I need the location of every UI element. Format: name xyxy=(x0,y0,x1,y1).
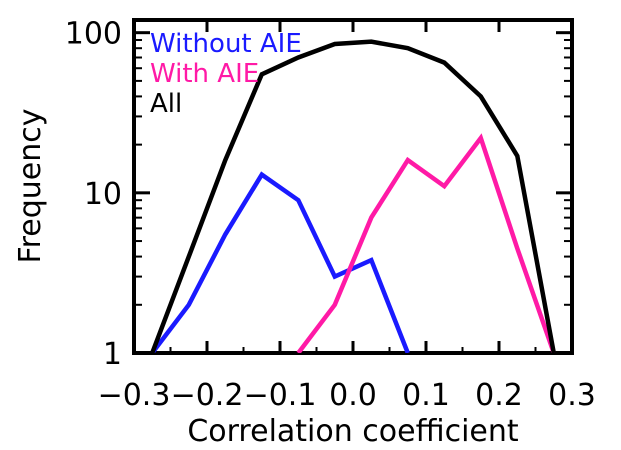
x-tick-label: −0.2 xyxy=(171,378,244,413)
legend-entry-with-aie: With AIE xyxy=(150,59,259,89)
y-axis: 1 10 100 xyxy=(65,17,572,372)
y-tick-label: 100 xyxy=(65,17,122,52)
x-tick-label: −0.1 xyxy=(244,378,317,413)
x-axis-title: Correlation coefficient xyxy=(187,414,519,449)
y-tick-label: 1 xyxy=(103,337,122,372)
y-axis-title: Frequency xyxy=(13,109,48,264)
series-line-all xyxy=(150,39,557,353)
x-tick-label: 0.3 xyxy=(548,378,596,413)
legend-entry-without-aie: Without AIE xyxy=(150,29,302,59)
series-layer xyxy=(150,39,557,353)
y-tick-label: 10 xyxy=(84,177,122,212)
x-axis: −0.3 −0.2 −0.1 0.0 0.1 0.2 0.3 xyxy=(98,20,596,413)
series-line-with-aie xyxy=(296,133,556,353)
x-tick-label: 0.1 xyxy=(402,378,450,413)
x-tick-label: 0.0 xyxy=(329,378,377,413)
x-tick-label: 0.2 xyxy=(475,378,523,413)
series-line-without-aie xyxy=(150,171,410,353)
x-tick-label: −0.3 xyxy=(98,378,171,413)
legend-entry-all: All xyxy=(150,89,182,119)
